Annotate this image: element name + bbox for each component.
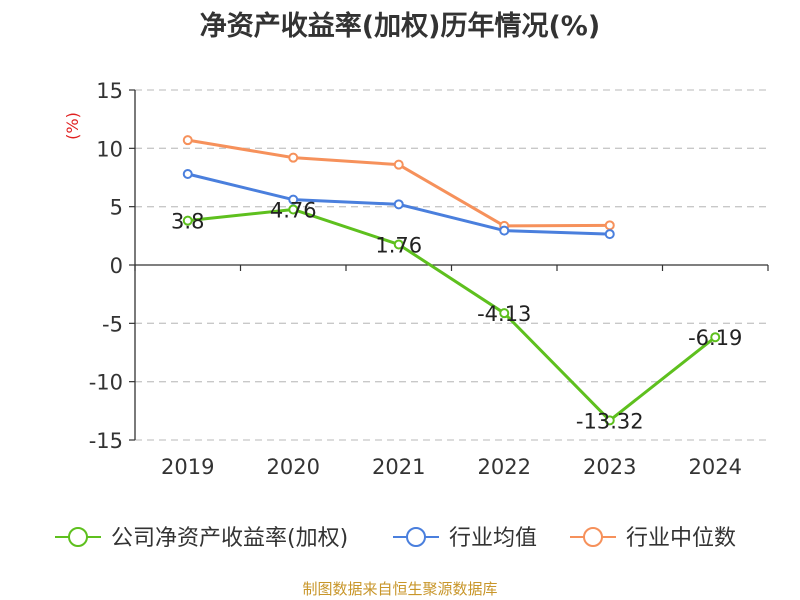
data-point: [604, 415, 615, 426]
data-label: 1.76: [375, 233, 422, 257]
x-tick-label: 2022: [478, 455, 531, 479]
legend-marker: [406, 527, 426, 547]
data-points: [182, 135, 721, 426]
series-line: [187, 207, 717, 422]
y-tick-label: 0: [110, 254, 123, 278]
legend-marker: [583, 527, 603, 547]
data-point: [182, 135, 193, 146]
data-point: [182, 169, 193, 179]
legend-label: 公司净资产收益率(加权): [111, 526, 348, 551]
data-point: [393, 199, 404, 210]
source-note: 制图数据来自恒生聚源数据库: [302, 580, 498, 598]
data-point: [288, 204, 299, 215]
data-point: [604, 220, 615, 231]
data-label: -4.13: [477, 302, 531, 326]
data-point: [710, 332, 721, 343]
y-tick-label: -15: [89, 429, 123, 453]
data-label: 3.8: [171, 210, 204, 234]
data-label: 4.76: [270, 198, 317, 222]
y-axis-label: (%): [63, 112, 82, 140]
x-tick-label: 2023: [583, 455, 636, 479]
data-point: [393, 159, 404, 170]
x-tick-label: 2021: [372, 455, 425, 479]
y-tick-label: 10: [96, 137, 123, 161]
legend-label: 行业均值: [449, 526, 537, 551]
legend-marker: [68, 527, 88, 547]
y-tick-label: -5: [102, 312, 123, 336]
x-tick-labels: 2019 2020 2021 2022 2023 2024: [161, 455, 742, 479]
data-point: [393, 239, 404, 250]
y-tick-label: -10: [89, 371, 123, 395]
legend: 公司净资产收益率(加权) 行业均值 行业中位数: [55, 526, 736, 551]
series-lines: [187, 138, 717, 422]
x-tick-label: 2024: [689, 455, 742, 479]
data-point: [604, 229, 615, 240]
x-tick-label: 2019: [161, 455, 214, 479]
y-tick-label: 15: [96, 79, 123, 103]
data-point: [182, 215, 193, 226]
data-label: -13.32: [576, 409, 644, 433]
y-tick-labels: 15 10 5 0 -5 -10 -15: [89, 79, 123, 453]
data-labels: 3.8 4.76 1.76 -4.13 -13.32 -6.19: [171, 198, 742, 433]
data-point: [288, 152, 299, 163]
data-point: [499, 308, 510, 319]
x-tick-label: 2020: [267, 455, 320, 479]
y-tick-label: 5: [110, 196, 123, 220]
data-point: [288, 194, 299, 205]
gridlines: [135, 89, 768, 441]
legend-label: 行业中位数: [626, 526, 736, 551]
chart-title: 净资产收益率(加权)历年情况(%): [199, 11, 601, 42]
axes: [129, 89, 769, 441]
data-point: [499, 225, 510, 236]
data-label: -6.19: [688, 326, 742, 350]
